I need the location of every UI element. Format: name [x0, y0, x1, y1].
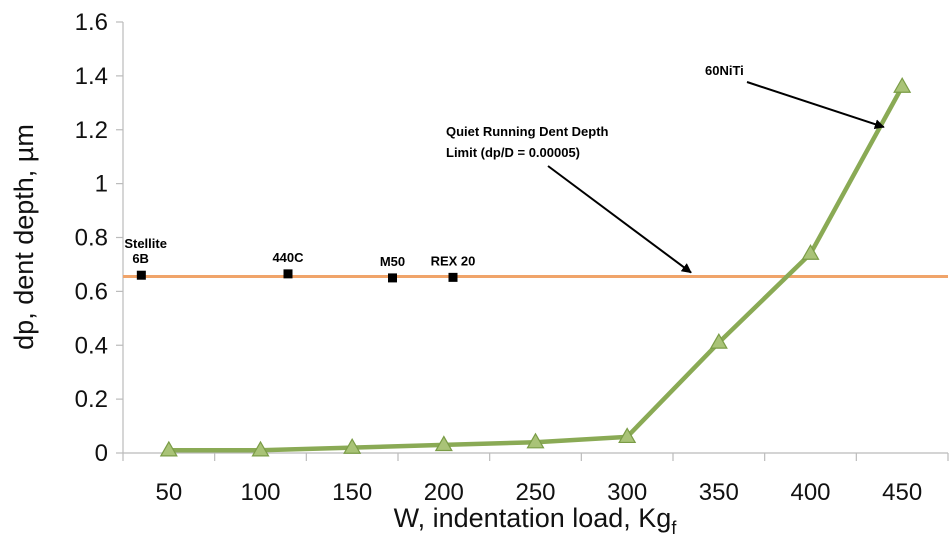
y-tick-label: 0.4	[75, 332, 108, 359]
y-tick-label: 1.2	[75, 117, 108, 144]
x-tick-label: 250	[515, 479, 555, 506]
material-point-label: M50	[380, 254, 405, 269]
x-tick-label: 300	[607, 479, 647, 506]
reference-line-label: Limit (dp/D = 0.00005)	[446, 145, 580, 160]
material-point-label: 6B	[132, 251, 149, 266]
x-axis-title: W, indentation load, Kgf	[394, 503, 678, 537]
y-tick-label: 0	[95, 440, 108, 467]
series-annotation-label: 60NiTi	[705, 63, 744, 78]
material-point-marker	[388, 273, 397, 283]
x-axis-ticks: 50 100 150 200 250 300 350 400 450	[122, 453, 949, 506]
series-point	[801, 244, 820, 260]
x-tick-label: 150	[332, 479, 372, 506]
series-point	[343, 438, 362, 454]
series-point	[618, 427, 637, 444]
series-point	[709, 332, 728, 349]
material-point-marker	[448, 272, 458, 282]
series-annotation-arrow	[746, 81, 885, 129]
y-tick-label: 1	[95, 171, 108, 198]
series-point	[526, 432, 545, 449]
y-tick-label: 1.4	[75, 63, 108, 90]
material-point-marker	[283, 269, 293, 279]
y-tick-label: 0.6	[75, 278, 108, 305]
series-line	[168, 85, 905, 453]
y-tick-label: 0.8	[75, 225, 108, 252]
x-tick-label: 100	[240, 479, 280, 506]
y-tick-label: 1.6	[75, 9, 108, 36]
x-tick-label: 200	[424, 479, 464, 506]
x-tick-label: 350	[699, 479, 739, 506]
y-axis-ticks: 0 0.2 0.4 0.6 0.8 1 1.2 1.4 1.6	[75, 9, 123, 467]
x-tick-label: 400	[790, 479, 830, 506]
x-tick-label: 50	[155, 479, 182, 506]
series-point	[251, 440, 270, 457]
y-axis-title: dp, dent depth, µm	[9, 124, 39, 350]
material-point-marker	[136, 270, 146, 280]
reference-line-arrow	[547, 165, 692, 274]
material-point-label: Stellite	[124, 236, 167, 251]
x-tick-label: 450	[882, 479, 922, 506]
material-point-label: 440C	[272, 250, 304, 265]
y-tick-label: 0.2	[75, 386, 108, 413]
series-group	[159, 77, 912, 457]
annotations-group: 60NiTi Quiet Running Dent Depth Limit (dp/…	[446, 63, 885, 274]
series-point	[434, 435, 453, 452]
reference-line-label: Quiet Running Dent Depth	[446, 124, 609, 139]
material-point-label: REX 20	[431, 253, 476, 268]
x-axis-title-subscript: f	[671, 518, 677, 537]
series-point	[893, 77, 912, 93]
series-point	[159, 440, 178, 457]
